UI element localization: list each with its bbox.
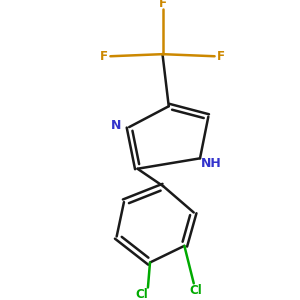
Text: F: F: [158, 0, 166, 10]
Text: F: F: [217, 50, 225, 63]
Text: F: F: [100, 50, 108, 63]
Text: Cl: Cl: [189, 284, 202, 297]
Text: NH: NH: [201, 158, 222, 170]
Text: N: N: [111, 119, 122, 132]
Text: Cl: Cl: [135, 288, 148, 300]
